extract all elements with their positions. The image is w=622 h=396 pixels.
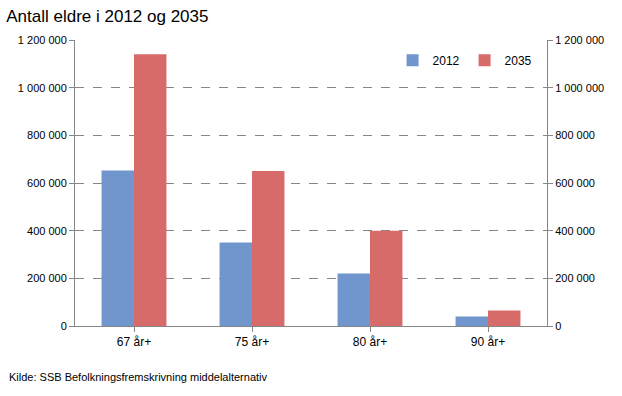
svg-text:200 000: 200 000 <box>555 272 595 284</box>
svg-text:Kilde: SSB Befolkningsfremskri: Kilde: SSB Befolkningsfremskrivning midd… <box>9 371 268 383</box>
svg-text:1 000 000: 1 000 000 <box>18 82 67 94</box>
svg-text:800 000: 800 000 <box>27 129 67 141</box>
svg-text:0: 0 <box>555 320 561 332</box>
svg-text:75 år+: 75 år+ <box>235 335 269 349</box>
svg-text:0: 0 <box>61 320 67 332</box>
svg-text:1 000 000: 1 000 000 <box>555 82 604 94</box>
svg-text:400 000: 400 000 <box>555 225 595 237</box>
svg-text:200 000: 200 000 <box>27 272 67 284</box>
svg-text:67 år+: 67 år+ <box>117 335 151 349</box>
svg-text:80 år+: 80 år+ <box>353 335 387 349</box>
svg-text:2035: 2035 <box>505 54 532 68</box>
svg-text:2012: 2012 <box>433 54 460 68</box>
svg-text:600 000: 600 000 <box>555 177 595 189</box>
svg-text:800 000: 800 000 <box>555 129 595 141</box>
svg-text:600 000: 600 000 <box>27 177 67 189</box>
svg-text:1 200 000: 1 200 000 <box>555 34 604 46</box>
svg-text:1 200 000: 1 200 000 <box>18 34 67 46</box>
svg-text:Antall eldre i 2012 og 2035: Antall eldre i 2012 og 2035 <box>6 7 208 26</box>
svg-text:400 000: 400 000 <box>27 225 67 237</box>
svg-text:90 år+: 90 år+ <box>471 335 505 349</box>
